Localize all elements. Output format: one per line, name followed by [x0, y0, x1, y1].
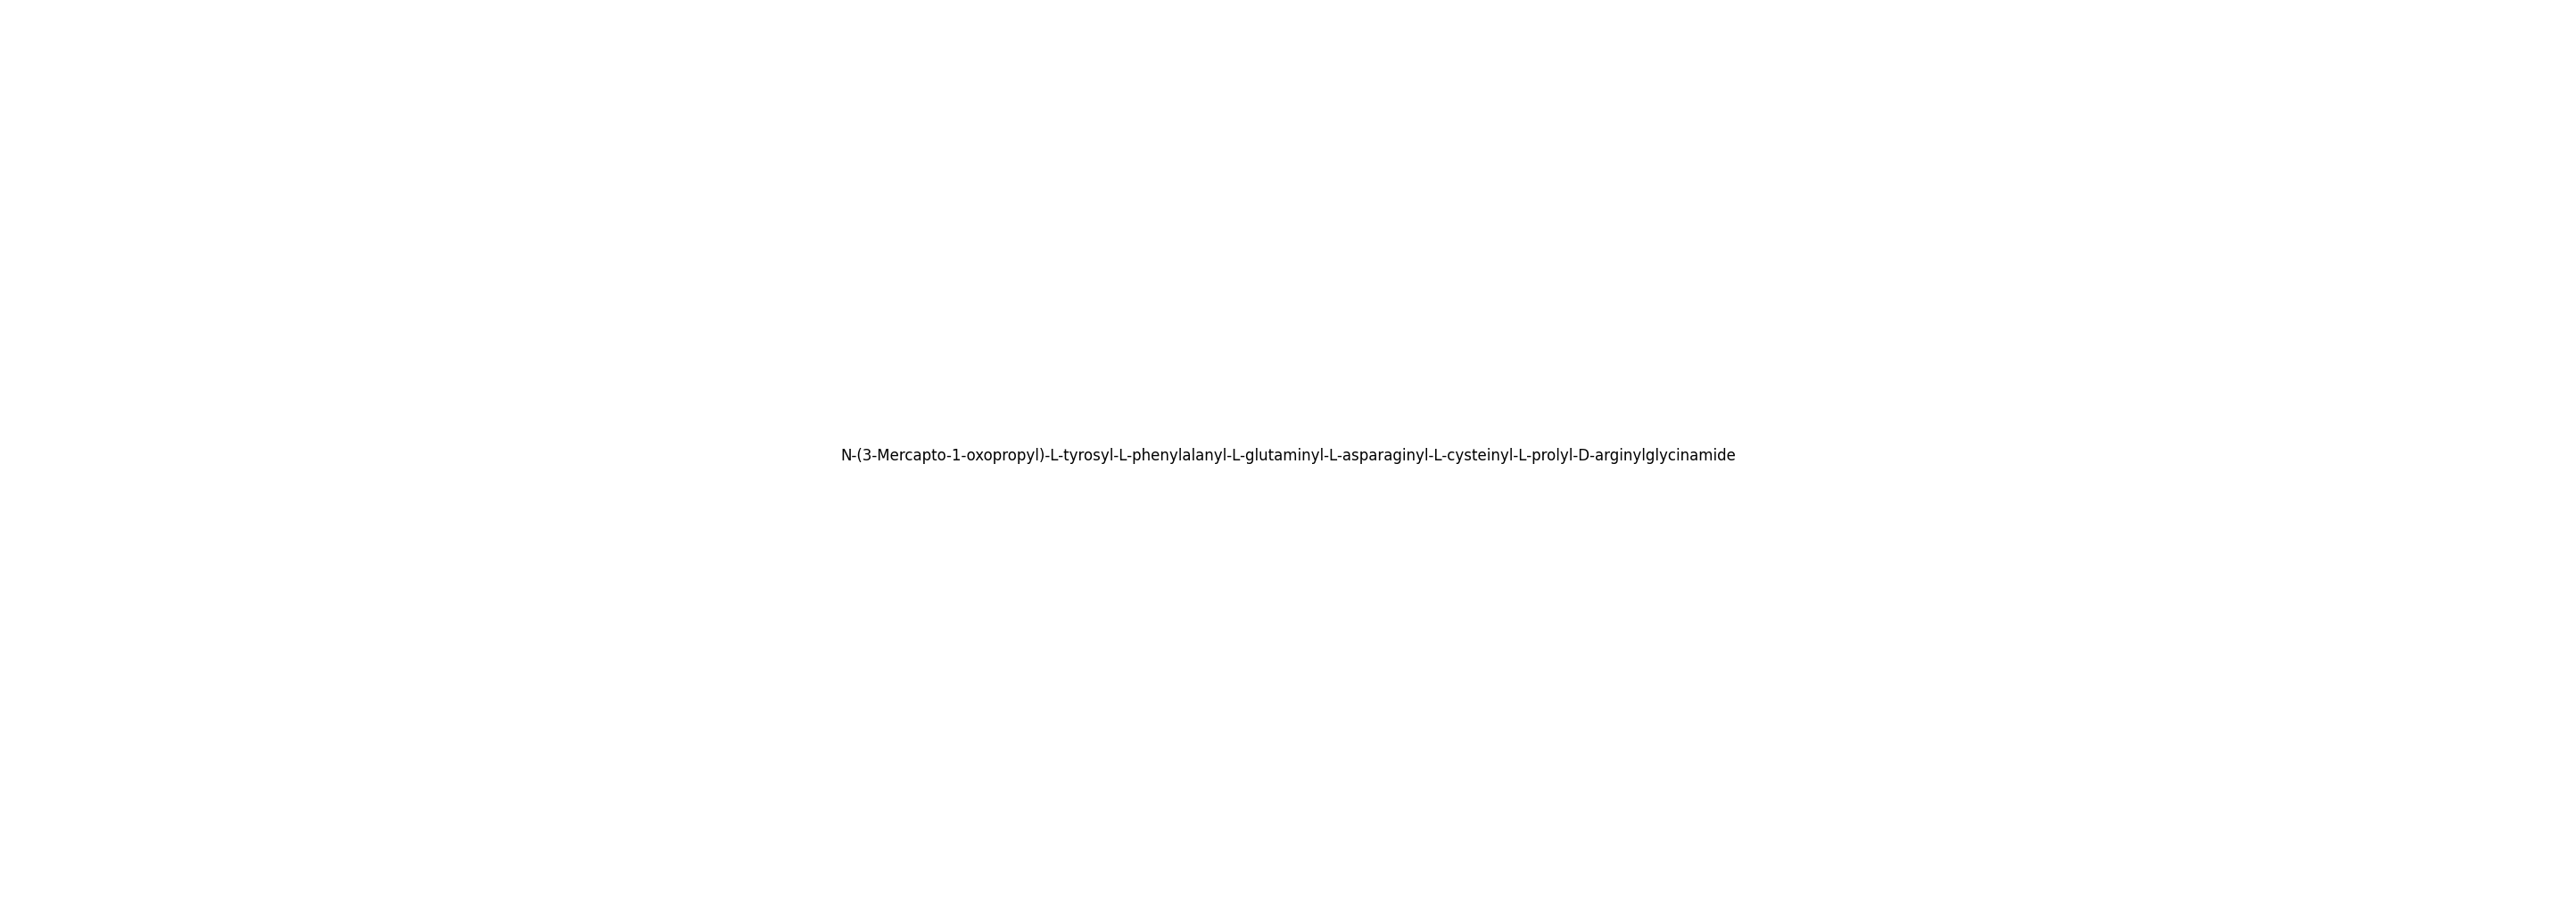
Text: N-(3-Mercapto-1-oxopropyl)-L-tyrosyl-L-phenylalanyl-L-glutaminyl-L-asparaginyl-L: N-(3-Mercapto-1-oxopropyl)-L-tyrosyl-L-p…	[840, 447, 1736, 464]
